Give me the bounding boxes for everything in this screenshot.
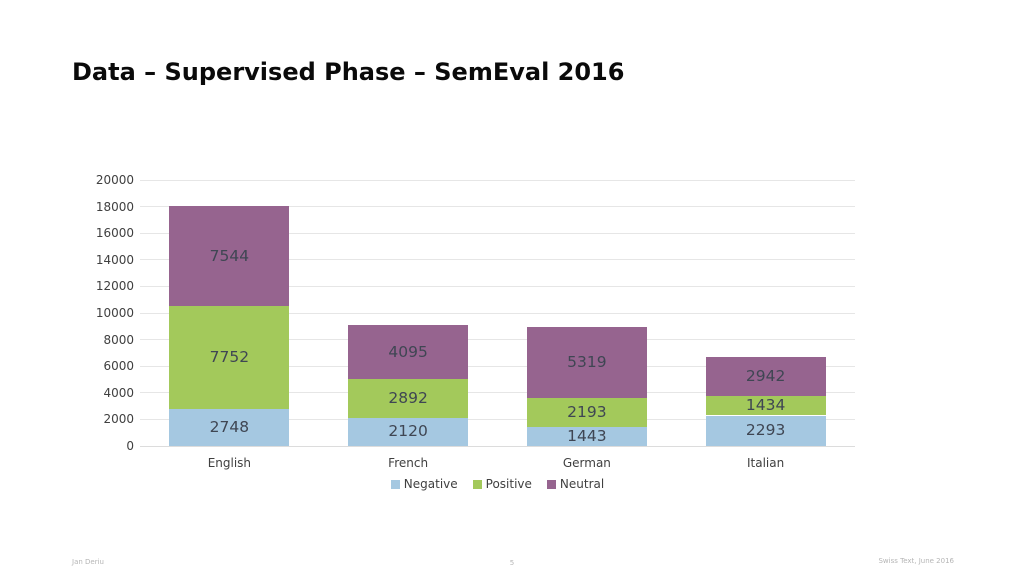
y-axis-tick-label: 4000 [103, 385, 134, 400]
bar-italian-negative [705, 415, 826, 446]
y-axis-tick-label: 12000 [95, 279, 134, 294]
gridline [140, 418, 855, 420]
value-label-german-neutral: 5319 [567, 352, 607, 371]
value-label-german-positive: 2193 [567, 402, 607, 421]
bar-english-negative [169, 409, 290, 446]
value-label-german-negative: 1443 [567, 426, 607, 445]
legend-swatch-positive [472, 479, 482, 489]
legend-label-negative: Negative [403, 477, 458, 491]
footer-page-number: 5 [509, 559, 515, 567]
legend-label-positive: Positive [485, 477, 532, 491]
value-label-italian-neutral: 2942 [745, 367, 786, 386]
gridline [140, 232, 855, 234]
footer-venue: Swiss Text, June 2016 [878, 557, 954, 565]
gridline [140, 365, 855, 367]
bar-french-neutral [348, 324, 469, 380]
chart-legend: Negative Positive Neutral [140, 477, 855, 491]
gridline [140, 392, 855, 394]
gridline [140, 312, 855, 314]
value-label-italian-negative: 2293 [745, 421, 786, 440]
bar-english-neutral [169, 206, 290, 307]
gridline [140, 445, 855, 447]
y-axis-tick-label: 0 [126, 439, 134, 453]
y-axis-tick-label: 2000 [103, 412, 134, 427]
y-axis-tick-label: 6000 [103, 359, 134, 374]
bar-german-positive [526, 397, 647, 427]
value-label-italian-positive: 1434 [745, 396, 786, 415]
bar-english-positive [169, 306, 290, 410]
value-label-english-negative: 2748 [209, 418, 250, 437]
legend-item-positive: Positive [472, 477, 532, 491]
y-axis-tick-label: 14000 [95, 252, 134, 267]
x-axis-label-italian: Italian [747, 456, 785, 470]
value-label-english-neutral: 7544 [209, 246, 250, 265]
gridline [140, 179, 855, 181]
bar-italian-positive [705, 396, 826, 416]
gridline [140, 285, 855, 287]
x-axis-label-german: German [562, 456, 611, 470]
legend-item-neutral: Neutral [546, 477, 605, 491]
x-axis-label-french: French [388, 456, 429, 470]
value-label-french-neutral: 4095 [388, 342, 428, 361]
y-axis-tick-label: 8000 [103, 332, 134, 347]
value-label-french-positive: 2892 [388, 389, 428, 408]
legend-swatch-negative [390, 479, 400, 489]
footer-author: Jan Deriu [72, 558, 104, 566]
x-axis-label-english: English [207, 456, 252, 470]
bar-french-negative [348, 417, 469, 446]
bar-italian-neutral [705, 357, 826, 397]
value-label-french-negative: 2120 [388, 422, 428, 441]
y-axis-tick-label: 18000 [95, 199, 134, 214]
legend-item-negative: Negative [390, 477, 458, 491]
bar-french-positive [348, 379, 469, 418]
y-axis-tick-label: 20000 [95, 173, 134, 187]
legend-label-neutral: Neutral [559, 477, 605, 491]
y-axis-tick-label: 16000 [95, 226, 134, 241]
gridline [140, 259, 855, 261]
value-label-english-positive: 7752 [209, 348, 250, 367]
gridline [140, 206, 855, 208]
bar-german-neutral [526, 326, 647, 398]
gridline [140, 339, 855, 341]
y-axis-tick-label: 10000 [95, 306, 134, 320]
bar-german-negative [526, 426, 647, 446]
legend-swatch-neutral [546, 479, 556, 489]
slide-title: Data – Supervised Phase – SemEval 2016 [72, 58, 625, 86]
